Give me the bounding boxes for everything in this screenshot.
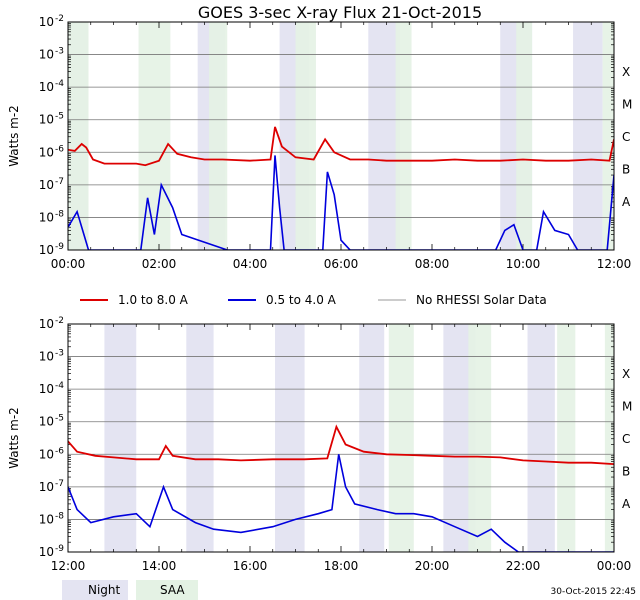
legend-label-short: 0.5 to 4.0 A bbox=[266, 293, 337, 307]
x-tick-label: 18:00 bbox=[324, 559, 359, 573]
y-tick-label: 10 bbox=[39, 382, 54, 396]
shading-legend: Night SAA bbox=[62, 580, 198, 600]
y-tick-exponent: -7 bbox=[55, 177, 64, 187]
y-axis-label: Watts m-2 bbox=[7, 407, 21, 469]
night-swatch bbox=[62, 580, 128, 600]
saa-band bbox=[604, 324, 614, 552]
series-short-channel bbox=[68, 155, 614, 250]
y-tick-label: 10 bbox=[39, 545, 54, 559]
flare-class-label: C bbox=[622, 432, 630, 446]
series-long-channel bbox=[68, 424, 614, 465]
y-tick-label: 10 bbox=[39, 178, 54, 192]
top-panel: 10-910-810-710-610-510-410-310 -2ABCMX00:… bbox=[7, 14, 632, 271]
x-tick-label: 14:00 bbox=[142, 559, 177, 573]
x-tick-label: 16:00 bbox=[233, 559, 268, 573]
flare-class-label: X bbox=[622, 367, 630, 381]
y-tick-label: 10 bbox=[39, 80, 54, 94]
y-tick-exponent: -8 bbox=[55, 511, 64, 521]
plot-frame bbox=[67, 21, 615, 251]
saa-band bbox=[388, 324, 414, 552]
y-tick-label: 10 bbox=[39, 145, 54, 159]
night-band bbox=[359, 324, 385, 552]
saa-band bbox=[602, 22, 614, 250]
x-tick-label: 22:00 bbox=[506, 559, 541, 573]
x-tick-label: 08:00 bbox=[415, 257, 450, 271]
saa-label: SAA bbox=[160, 583, 185, 597]
saa-band bbox=[557, 324, 576, 552]
legend-label-long: 1.0 to 8.0 A bbox=[118, 293, 189, 307]
y-tick-label: 10 bbox=[39, 243, 54, 257]
footer-date: 30-Oct-2015 22:45 bbox=[551, 587, 636, 597]
flare-class-label: A bbox=[622, 195, 631, 209]
y-tick-label: 10 bbox=[39, 210, 54, 224]
saa-band bbox=[395, 22, 412, 250]
night-label: Night bbox=[88, 583, 121, 597]
saa-band bbox=[68, 22, 89, 250]
flare-class-label: C bbox=[622, 130, 630, 144]
x-tick-label: 10:00 bbox=[506, 257, 541, 271]
y-tick-label: 10 bbox=[39, 350, 54, 364]
y-tick-exponent: -5 bbox=[55, 414, 64, 424]
saa-swatch bbox=[136, 580, 198, 600]
night-band bbox=[527, 324, 555, 552]
x-tick-label: 12:00 bbox=[597, 257, 632, 271]
night-band bbox=[275, 324, 305, 552]
x-tick-label: 00:00 bbox=[597, 559, 632, 573]
y-tick-exponent: -7 bbox=[55, 479, 64, 489]
legend: 1.0 to 8.0 A 0.5 to 4.0 A No RHESSI Sola… bbox=[80, 293, 547, 307]
y-tick-exponent: -4 bbox=[55, 381, 64, 391]
flare-class-label: B bbox=[622, 163, 630, 177]
flare-class-label: X bbox=[622, 65, 630, 79]
flare-class-label: M bbox=[622, 399, 632, 413]
y-tick-exponent: -3 bbox=[55, 47, 64, 57]
x-tick-label: 12:00 bbox=[51, 559, 86, 573]
chart-title: GOES 3-sec X-ray Flux 21-Oct-2015 bbox=[198, 3, 482, 22]
flare-class-label: M bbox=[622, 97, 632, 111]
y-tick-exponent: -3 bbox=[55, 349, 64, 359]
saa-band bbox=[209, 22, 228, 250]
x-tick-label: 02:00 bbox=[142, 257, 177, 271]
x-tick-label: 00:00 bbox=[51, 257, 86, 271]
series-long-channel bbox=[68, 126, 614, 167]
night-band bbox=[186, 324, 214, 552]
x-tick-label: 20:00 bbox=[415, 559, 450, 573]
y-tick-exponent: -5 bbox=[55, 112, 64, 122]
y-tick-exponent: -6 bbox=[55, 144, 64, 154]
y-tick-label: 10 bbox=[39, 447, 54, 461]
y-tick-label: 10 bbox=[39, 512, 54, 526]
y-tick-exponent: -2 bbox=[55, 316, 64, 326]
y-tick-exponent: -8 bbox=[55, 209, 64, 219]
night-band bbox=[368, 22, 401, 250]
bottom-panel: 10-910-810-710-610-510-410-310 -2ABCMX12:… bbox=[7, 316, 632, 573]
y-tick-label: 10 bbox=[39, 480, 54, 494]
saa-band bbox=[138, 22, 171, 250]
legend-label-rhessi: No RHESSI Solar Data bbox=[416, 293, 547, 307]
y-tick-exponent: -6 bbox=[55, 446, 64, 456]
night-band bbox=[573, 22, 603, 250]
plot-frame bbox=[67, 323, 615, 553]
y-tick-exponent: -9 bbox=[55, 544, 64, 554]
x-tick-label: 04:00 bbox=[233, 257, 268, 271]
y-tick-label: 10 bbox=[39, 15, 54, 29]
saa-band bbox=[516, 22, 533, 250]
y-tick-exponent: -2 bbox=[55, 14, 64, 24]
series-short-channel bbox=[68, 454, 614, 552]
y-tick-label: 10 bbox=[39, 415, 54, 429]
y-tick-label: 10 bbox=[39, 317, 54, 331]
flare-class-label: A bbox=[622, 497, 631, 511]
x-tick-label: 06:00 bbox=[324, 257, 359, 271]
y-tick-exponent: -9 bbox=[55, 242, 64, 252]
y-tick-label: 10 bbox=[39, 48, 54, 62]
flare-class-label: B bbox=[622, 465, 630, 479]
saa-band bbox=[468, 324, 492, 552]
y-tick-exponent: -4 bbox=[55, 79, 64, 89]
y-axis-label: Watts m-2 bbox=[7, 105, 21, 167]
saa-band bbox=[295, 22, 316, 250]
y-tick-label: 10 bbox=[39, 113, 54, 127]
